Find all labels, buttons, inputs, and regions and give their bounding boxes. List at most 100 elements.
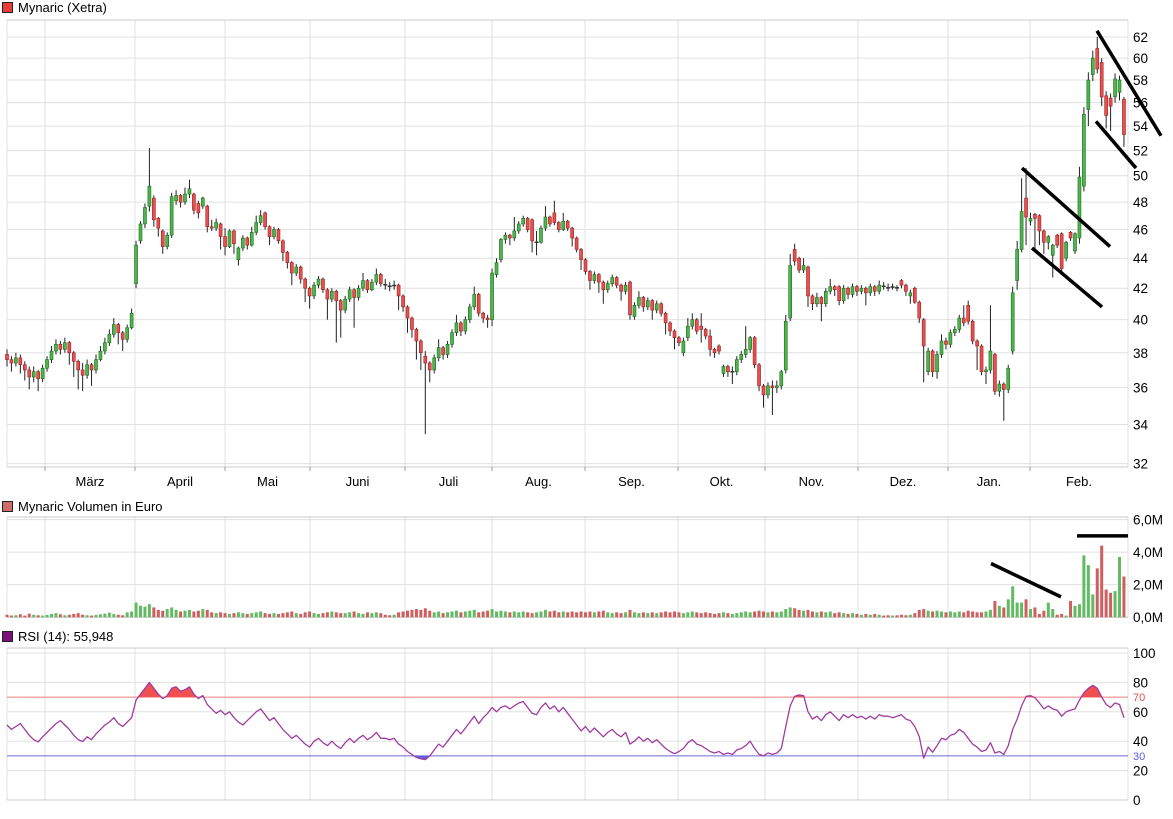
volume-bar	[726, 613, 730, 618]
svg-text:4,0M: 4,0M	[1133, 545, 1163, 560]
volume-bar	[704, 612, 708, 618]
svg-text:58: 58	[1133, 73, 1148, 88]
bearish-candle	[970, 320, 975, 342]
volume-bar	[352, 611, 356, 618]
bullish-candle	[908, 292, 913, 297]
svg-text:Okt.: Okt.	[710, 474, 734, 489]
svg-text:Sep.: Sep.	[618, 474, 645, 489]
volume-bar	[650, 612, 654, 618]
volume-bar	[997, 605, 1001, 618]
bullish-candle	[1113, 78, 1117, 98]
bullish-candle	[984, 369, 988, 373]
volume-bar	[9, 615, 13, 618]
bearish-candle	[459, 322, 463, 332]
volume-bar	[588, 611, 592, 618]
bullish-candle	[138, 223, 143, 242]
volume-bar	[873, 613, 877, 618]
bearish-candle	[76, 361, 80, 371]
volume-bar	[846, 613, 850, 618]
volume-bar	[1109, 592, 1113, 618]
bullish-candle	[472, 294, 477, 308]
bearish-candle	[281, 240, 285, 253]
volume-bar	[802, 610, 806, 618]
bullish-candle	[370, 281, 374, 291]
volume-bar	[174, 609, 178, 618]
volume-bar	[713, 613, 717, 618]
bullish-candle	[539, 227, 543, 243]
doji-candle	[392, 284, 397, 287]
bullish-candle	[445, 344, 450, 355]
bearish-candle	[708, 335, 712, 350]
volume-bar	[610, 613, 614, 618]
volume-bar	[170, 607, 174, 618]
volume-bar	[383, 614, 387, 618]
price-panel-legend: Mynaric (Xetra)	[2, 0, 107, 15]
bullish-candle	[637, 297, 641, 306]
bullish-candle	[14, 357, 18, 364]
bullish-candle	[254, 222, 258, 233]
price-y-axis-labels: 62605856545250484644424038363432	[1133, 30, 1149, 472]
svg-text:32: 32	[1133, 457, 1148, 472]
volume-bar	[156, 609, 160, 618]
volume-bar	[406, 610, 409, 618]
bearish-candle	[427, 362, 432, 371]
bullish-candle	[499, 239, 503, 260]
volume-bar	[535, 612, 539, 618]
doji-candle	[895, 287, 899, 289]
price-candles	[5, 37, 1126, 435]
bullish-candle	[85, 364, 89, 376]
volume-bar	[570, 611, 574, 618]
volume-bar	[121, 615, 125, 618]
volume-bar	[566, 612, 570, 618]
volume-bar	[748, 612, 752, 618]
volume-bar	[392, 614, 396, 618]
bearish-candle	[303, 278, 307, 289]
volume-bar	[664, 611, 668, 618]
volume-bar	[1104, 589, 1108, 618]
bullish-candle	[623, 284, 628, 292]
bearish-candle	[1037, 215, 1042, 232]
bullish-candle	[997, 383, 1002, 392]
volume-bar	[486, 610, 490, 618]
volume-bar	[971, 611, 975, 618]
bearish-candle	[872, 286, 877, 292]
volume-bar	[1082, 555, 1086, 618]
rsi-legend-swatch-icon	[2, 631, 13, 642]
volume-bar	[557, 612, 561, 618]
bearish-candle	[232, 230, 236, 245]
volume-bar	[793, 608, 797, 618]
bullish-candle	[165, 234, 169, 247]
volume-bar	[721, 612, 725, 618]
bearish-candle	[530, 219, 534, 242]
bearish-candle	[80, 369, 85, 376]
volume-bar	[290, 611, 294, 618]
volume-bar	[214, 613, 218, 618]
doji-candle	[881, 285, 886, 288]
volume-bar	[134, 602, 138, 618]
volume-trendline	[990, 561, 1062, 599]
volume-bar	[948, 611, 952, 618]
bullish-candle	[54, 344, 58, 352]
svg-text:36: 36	[1133, 381, 1148, 396]
bullish-candle	[561, 220, 566, 230]
volume-bar	[1006, 599, 1010, 618]
bullish-candle	[241, 237, 245, 249]
bearish-candle	[917, 301, 922, 319]
bullish-candle	[953, 329, 957, 334]
volume-bar	[437, 611, 441, 618]
bullish-candle	[45, 359, 49, 369]
bearish-candle	[245, 237, 250, 246]
volume-bar	[757, 610, 761, 618]
volume-bar	[855, 613, 859, 618]
rsi-y-axis-labels: 100 80 60 40 20 0	[1133, 646, 1156, 808]
volume-bar	[196, 610, 200, 618]
bearish-candle	[904, 284, 908, 292]
price-trendlines	[1020, 29, 1163, 309]
volume-bar	[161, 610, 165, 618]
bullish-candle	[957, 317, 962, 330]
volume-bar	[63, 615, 67, 618]
volume-bar	[1100, 545, 1104, 618]
bearish-candle	[1095, 48, 1100, 70]
rsi-line	[6, 681, 1125, 761]
